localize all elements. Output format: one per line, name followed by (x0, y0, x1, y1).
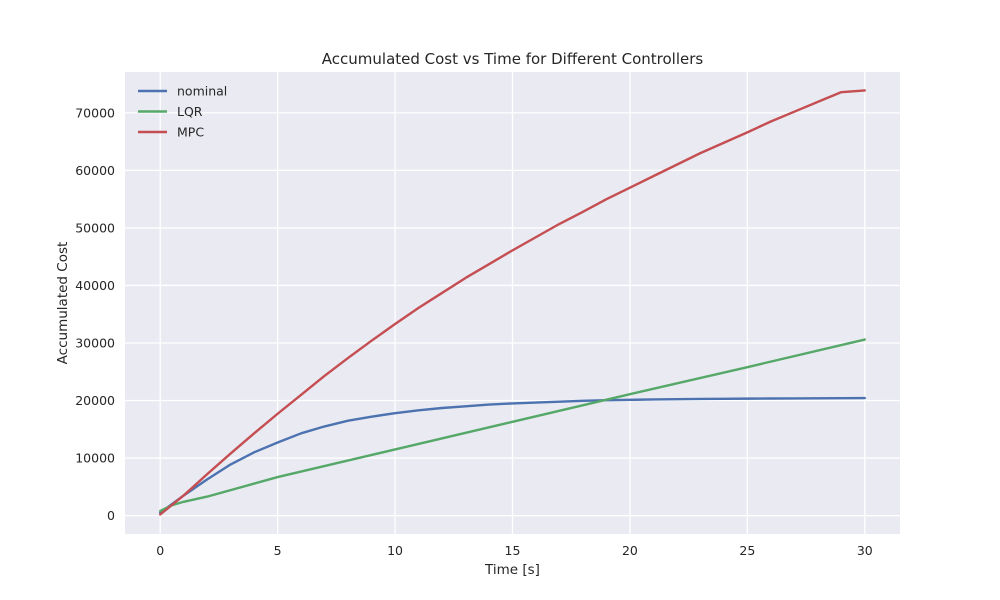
x-tick-label: 30 (857, 543, 873, 558)
x-axis-label: Time [s] (484, 562, 540, 578)
y-tick-label: 10000 (75, 451, 115, 466)
y-axis-label: Accumulated Cost (55, 242, 71, 365)
legend-item-mpc: MPC (138, 125, 204, 140)
y-tick-label: 70000 (75, 105, 115, 120)
x-tick-label: 0 (156, 543, 164, 558)
y-tick-label: 20000 (75, 393, 115, 408)
x-tick-label: 20 (622, 543, 638, 558)
tick-labels: 0 5 10 15 20 25 30 0 10000 20000 30000 40000 50000 60… (75, 105, 873, 558)
legend-label: LQR (177, 104, 203, 119)
legend-label: MPC (177, 125, 204, 140)
series-lines (159, 89, 866, 516)
series-line-mpc (159, 89, 866, 516)
x-tick-label: 15 (505, 543, 521, 558)
series-line-lqr (159, 338, 866, 513)
y-tick-label: 60000 (75, 163, 115, 178)
x-tick-label: 25 (739, 543, 755, 558)
legend: nominal LQR MPC (138, 84, 227, 140)
legend-item-nominal: nominal (138, 84, 227, 99)
legend-label: nominal (177, 84, 227, 99)
y-tick-label: 50000 (75, 220, 115, 235)
y-tick-label: 30000 (75, 335, 115, 350)
series-line-nominal (159, 396, 866, 514)
legend-item-lqr: LQR (138, 104, 203, 119)
chart-title: Accumulated Cost vs Time for Different C… (322, 50, 704, 68)
grid-lines (125, 72, 900, 534)
x-tick-label: 5 (274, 543, 282, 558)
y-tick-label: 40000 (75, 278, 115, 293)
x-tick-label: 10 (387, 543, 403, 558)
y-tick-label: 0 (107, 508, 115, 523)
